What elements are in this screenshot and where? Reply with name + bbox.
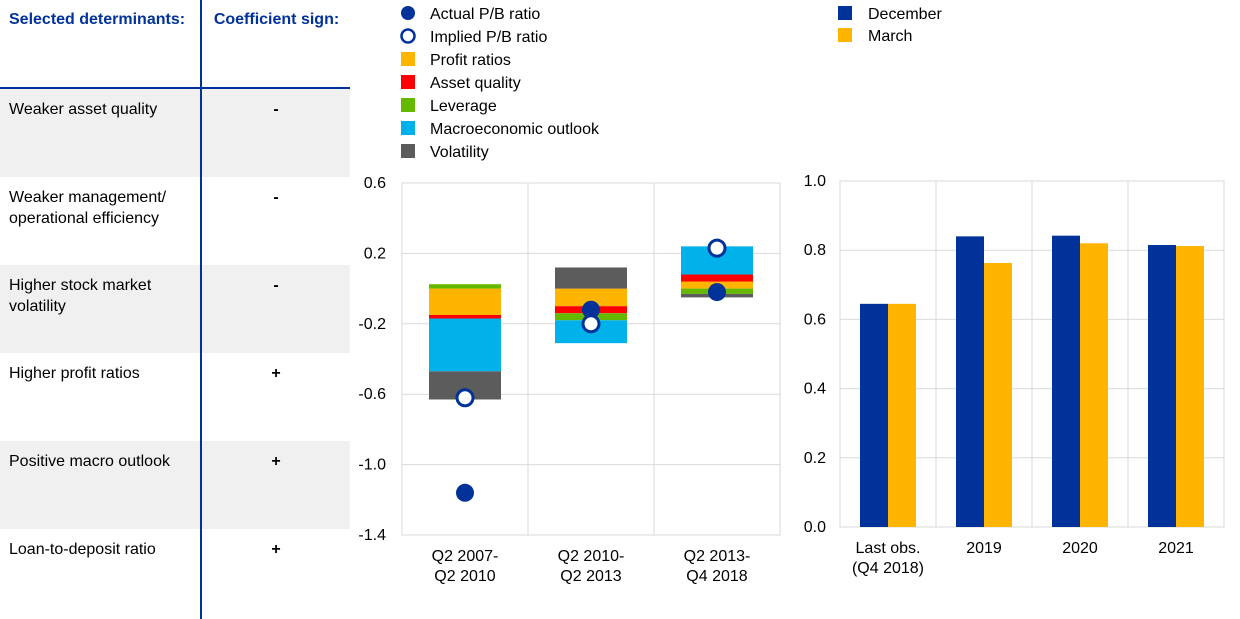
x-tick-label: Q2 2013-: [684, 548, 751, 565]
y-tick-label: 0.6: [364, 175, 386, 192]
y-tick-label: 0.6: [804, 311, 826, 328]
y-tick-label: 0.0: [804, 519, 826, 536]
actual-pb-point: [456, 483, 474, 502]
row-label: Higher stock market volatility: [9, 277, 152, 315]
bar-december: [956, 236, 984, 528]
bar-asset-quality: [681, 274, 753, 282]
table-row: Weaker asset quality -: [0, 89, 350, 177]
y-tick-label: -1.0: [358, 457, 386, 474]
legend-marker: [401, 98, 415, 112]
table-row: Higher stock market volatility -: [0, 265, 350, 353]
plot-frame: [401, 182, 781, 536]
row-sign: +: [271, 541, 281, 558]
y-tick-label: 0.2: [364, 245, 386, 262]
column-divider: [200, 0, 202, 619]
implied-pb-point: [581, 314, 601, 334]
x-tick-label: 2020: [1062, 540, 1098, 557]
x-tick-label: Last obs.: [856, 540, 921, 557]
bar-march: [984, 263, 1012, 527]
legend-label: March: [868, 28, 912, 45]
legend-marker: [401, 121, 415, 135]
row-sign: -: [273, 277, 279, 294]
decomposition-chart: 0.6 0.2 -0.2 -0.6 -1.0 -1.4 Q2 2007- Q2 2010 Q2 …: [358, 6, 781, 585]
legend-marker-actual: [401, 6, 415, 20]
bar-march: [888, 303, 916, 527]
bar-profit-ratios: [555, 288, 627, 307]
header-determinants: Selected determinants:: [9, 11, 186, 28]
bar-december: [1148, 245, 1176, 527]
bar-asset-quality: [429, 315, 501, 319]
actual-pb-point: [708, 283, 726, 302]
x-tick-label: Q4 2018: [686, 568, 747, 585]
legend-marker: [838, 28, 852, 42]
legend-label: Leverage: [430, 98, 497, 115]
legend-label: Profit ratios: [430, 52, 511, 69]
actual-pb-point: [582, 300, 600, 319]
bar-march: [1176, 246, 1204, 527]
table-row: Weaker management/ operational efficienc…: [0, 177, 350, 265]
y-tick-label: -0.2: [358, 316, 386, 333]
legend-label: Implied P/B ratio: [430, 29, 547, 46]
legend-marker-implied: [400, 28, 416, 44]
row-sign: +: [271, 453, 281, 470]
legend-label: Actual P/B ratio: [430, 6, 540, 23]
table-row: Higher profit ratios +: [0, 353, 350, 441]
legend-marker: [401, 75, 415, 89]
legend-marker: [401, 52, 415, 66]
row-label: Weaker asset quality: [9, 101, 158, 118]
y-tick-label: 0.4: [804, 381, 826, 398]
legend-label: Asset quality: [430, 75, 521, 92]
x-tick-label: Q2 2007-: [432, 548, 499, 565]
row-label: Positive macro outlook: [9, 453, 170, 470]
y-tick-label: -0.6: [358, 386, 386, 403]
table-row: Loan-to-deposit ratio +: [0, 529, 350, 617]
pb-forecast-chart: 0.0 0.2 0.4 0.6 0.8 1.0 Last obs. (Q4 2018) 2019…: [804, 6, 1225, 577]
legend-label: Macroeconomic outlook: [430, 121, 600, 138]
x-tick-label: (Q4 2018): [852, 560, 924, 577]
row-sign: -: [273, 101, 279, 118]
bar-volatility: [555, 267, 627, 289]
x-tick-label: 2021: [1158, 540, 1194, 557]
bar-leverage: [429, 284, 501, 289]
bar-december: [860, 303, 888, 527]
determinants-table: Selected determinants: Coefficient sign:…: [0, 0, 350, 619]
legend-label: December: [868, 6, 942, 23]
y-tick-label: 1.0: [804, 173, 826, 190]
table-header: Selected determinants: Coefficient sign:: [0, 0, 350, 88]
bar-december: [1052, 235, 1080, 527]
x-tick-label: Q2 2010-: [558, 548, 625, 565]
header-divider: [0, 87, 350, 89]
y-tick-label: 0.2: [804, 450, 826, 467]
row-sign: +: [271, 365, 281, 382]
y-tick-label: -1.4: [358, 527, 386, 544]
bar-profit-ratios: [429, 288, 501, 315]
x-tick-label: Q2 2013: [560, 568, 621, 585]
implied-pb-point: [707, 238, 727, 258]
x-tick-label: Q2 2010: [434, 568, 495, 585]
y-tick-label: 0.8: [804, 242, 826, 259]
bar-march: [1080, 243, 1108, 527]
header-coefficient-sign: Coefficient sign:: [213, 11, 340, 28]
legend-marker: [838, 6, 852, 20]
table-row: Positive macro outlook +: [0, 441, 350, 529]
legend-marker: [401, 144, 415, 158]
row-label: Weaker management/ operational efficienc…: [9, 189, 167, 227]
x-tick-label: 2019: [966, 540, 1002, 557]
row-label: Higher profit ratios: [9, 365, 140, 382]
row-label: Loan-to-deposit ratio: [9, 541, 156, 558]
row-sign: -: [273, 189, 279, 206]
legend-label: Volatility: [430, 144, 489, 161]
bar-macroeconomic-outlook: [429, 318, 501, 372]
implied-pb-point: [455, 388, 475, 408]
